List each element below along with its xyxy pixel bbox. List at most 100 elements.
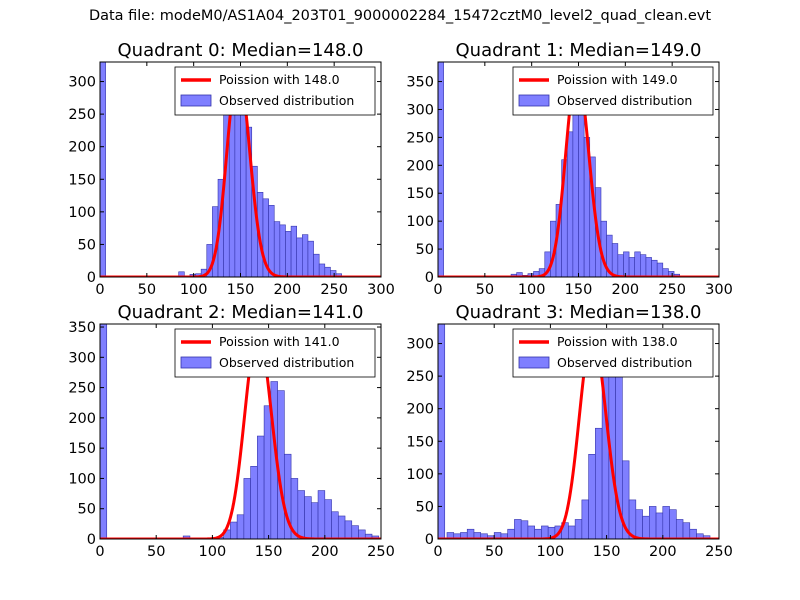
y-tick-label: 50 — [416, 242, 434, 258]
legend-line-label: Poission with 149.0 — [557, 72, 678, 87]
histogram-bar — [527, 525, 535, 539]
y-tick-label: 200 — [68, 411, 96, 427]
histogram-bar — [331, 511, 339, 539]
y-tick-label: 250 — [406, 369, 434, 385]
figure-title: Data file: modeM0/AS1A04_203T01_90000022… — [88, 8, 712, 24]
legend-bar-label: Observed distribution — [557, 355, 692, 370]
histogram-bar — [649, 506, 657, 539]
y-tick-label: 0 — [425, 532, 434, 548]
legend-bar-swatch — [180, 94, 212, 107]
plot-area — [438, 324, 719, 539]
legend: Poission with 149.0 Observed distribution — [512, 66, 714, 116]
histogram-bar — [438, 324, 446, 539]
histogram-bar — [656, 262, 664, 277]
histogram-bar — [516, 272, 523, 277]
y-tick-label: 300 — [68, 350, 96, 366]
histogram-bar — [317, 490, 326, 539]
x-tick-label: 50 — [147, 544, 165, 560]
x-tick-label: 300 — [367, 282, 395, 298]
legend-line-label: Poission with 141.0 — [219, 334, 340, 349]
x-tick-label: 250 — [658, 282, 686, 298]
histogram-bar — [568, 525, 576, 539]
histogram-bar — [623, 251, 630, 277]
y-tick-label: 350 — [406, 75, 434, 91]
y-tick-label: 300 — [406, 102, 434, 118]
histogram-bar — [628, 257, 636, 277]
x-tick-label: 50 — [138, 282, 156, 298]
y-tick-label: 200 — [406, 158, 434, 174]
histogram-bar — [250, 466, 258, 539]
histogram-bar — [351, 525, 359, 539]
histogram-bar — [566, 131, 574, 277]
y-tick-label: 0 — [425, 270, 434, 286]
histogram-bar — [572, 109, 579, 277]
panel-title: Quadrant 0: Median=148.0 — [118, 40, 364, 61]
y-tick-label: 100 — [406, 214, 434, 230]
legend-bar-label: Observed distribution — [219, 93, 354, 108]
histogram-bar — [595, 427, 603, 539]
histogram-bar — [307, 240, 314, 277]
histogram-bar — [651, 259, 658, 277]
x-tick-label: 200 — [273, 282, 301, 298]
y-tick-label: 250 — [68, 381, 96, 397]
legend-bar-swatch — [518, 94, 550, 107]
histogram-bar — [702, 535, 711, 539]
histogram-bar — [290, 225, 297, 277]
legend-box — [174, 66, 376, 116]
y-tick-label: 0 — [87, 532, 96, 548]
histogram-bar — [236, 514, 245, 539]
x-tick-label: 50 — [476, 282, 494, 298]
y-tick-label: 200 — [68, 140, 96, 156]
histogram-bar — [100, 62, 106, 277]
x-tick-label: 150 — [255, 544, 283, 560]
histogram-bar — [302, 234, 309, 277]
x-tick-label: 0 — [95, 544, 104, 560]
histogram-bar — [611, 243, 619, 277]
histogram-bar — [324, 499, 332, 539]
x-tick-label: 50 — [485, 544, 503, 560]
y-tick-label: 50 — [416, 499, 434, 515]
histogram-bar — [581, 499, 589, 539]
legend-bar-swatch — [180, 356, 212, 369]
x-tick-label: 200 — [311, 544, 339, 560]
legend: Poission with 138.0 Observed distribution — [512, 328, 714, 378]
histogram-bar — [682, 522, 691, 539]
y-tick-label: 150 — [68, 172, 96, 188]
y-tick-label: 200 — [406, 402, 434, 418]
histogram-bar — [635, 509, 643, 539]
y-tick-label: 50 — [78, 502, 96, 518]
legend-line-label: Poission with 138.0 — [557, 334, 678, 349]
x-tick-label: 150 — [593, 544, 621, 560]
histogram-bar — [263, 405, 272, 539]
legend-box — [512, 328, 714, 378]
histogram-bar — [675, 519, 684, 539]
y-tick-label: 300 — [68, 75, 96, 91]
legend-box — [174, 328, 376, 378]
panel-title: Quadrant 2: Median=141.0 — [118, 302, 364, 323]
quadrant-1-panel: 0 50 100 150 200 250 300 0 50 100 150 200 250 300 350 Q… — [406, 40, 733, 298]
x-tick-label: 0 — [433, 282, 442, 298]
y-tick-label: 150 — [406, 434, 434, 450]
histogram-bar — [297, 490, 305, 539]
histogram-bar — [344, 520, 353, 539]
x-tick-label: 0 — [433, 544, 442, 560]
y-tick-label: 300 — [406, 337, 434, 353]
legend-line-label: Poission with 148.0 — [219, 72, 340, 87]
histogram-bar — [645, 257, 652, 277]
y-tick-label: 150 — [406, 186, 434, 202]
quadrant-2-panel: 0 50 100 150 200 250 0 50 100 150 200 250 300 350 Quad… — [68, 302, 395, 560]
histogram-bar — [642, 515, 650, 539]
histogram-bar — [662, 506, 670, 539]
x-tick-label: 250 — [367, 544, 395, 560]
axes-frame — [437, 323, 720, 540]
histogram-bar — [588, 454, 596, 539]
poisson-curve — [100, 331, 381, 539]
histogram-bar — [438, 62, 444, 277]
x-tick-label: 0 — [95, 282, 104, 298]
histogram-bar — [640, 254, 647, 277]
histogram-bar — [234, 87, 241, 277]
legend: Poission with 141.0 Observed distribution — [174, 328, 376, 378]
x-tick-label: 100 — [199, 544, 227, 560]
histogram-bar — [514, 519, 522, 539]
